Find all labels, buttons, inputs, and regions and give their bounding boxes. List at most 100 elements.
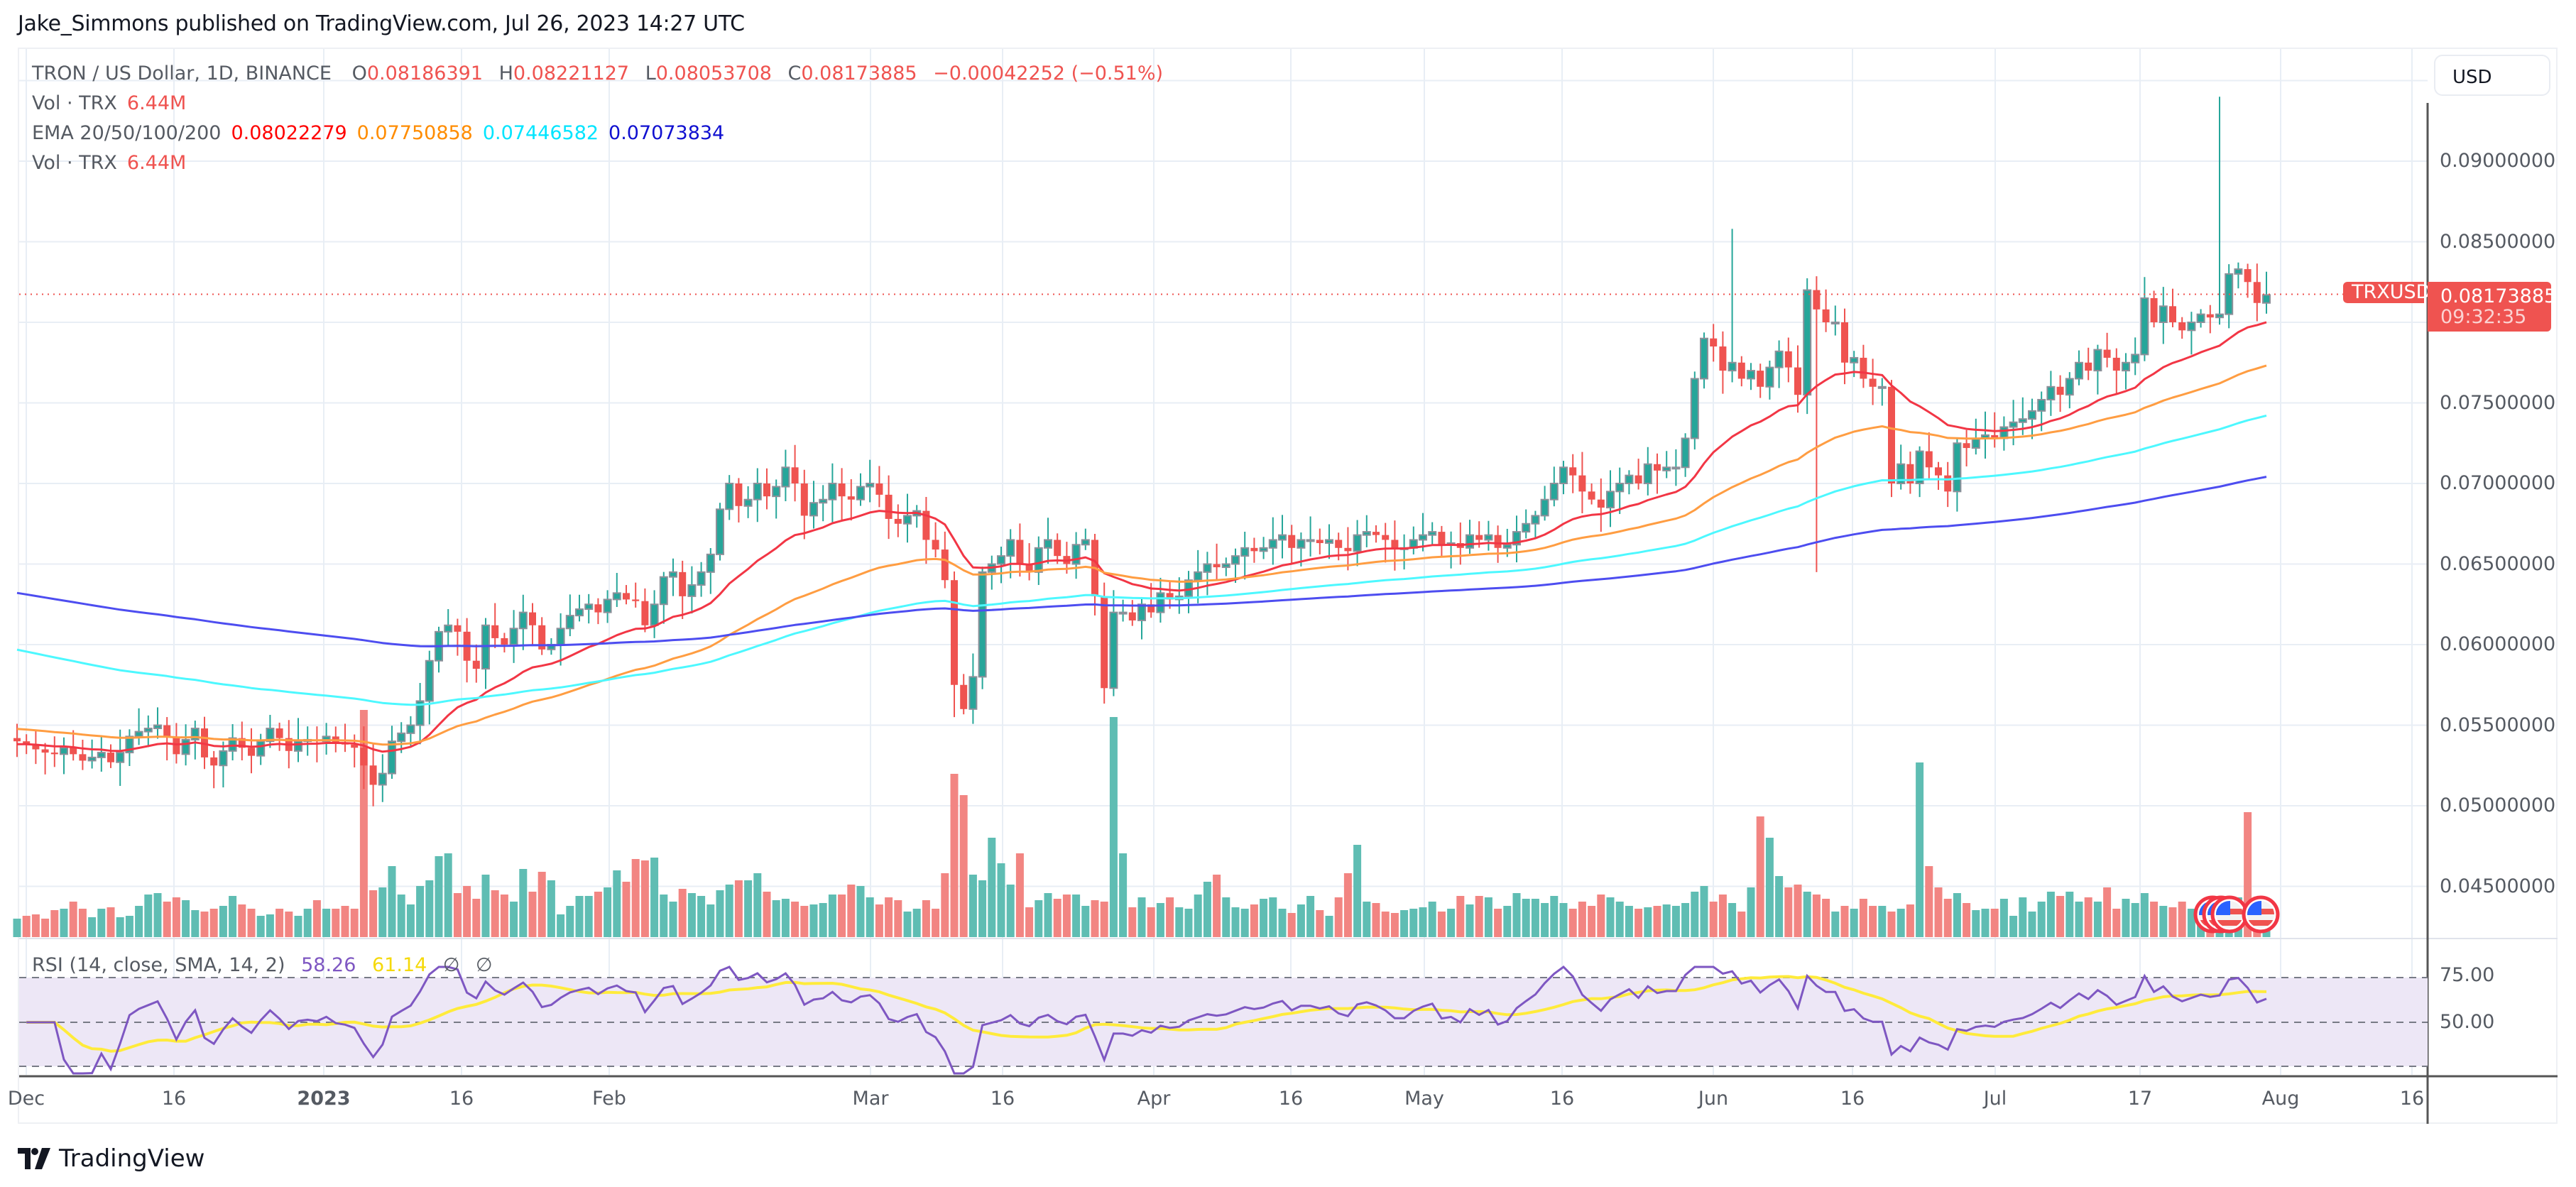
- volume-bar: [359, 710, 368, 937]
- volume-bar: [153, 893, 162, 937]
- volume-bar: [1953, 893, 1961, 937]
- volume-bar: [912, 909, 921, 937]
- volume-bar: [200, 912, 209, 937]
- volume-bar: [1194, 895, 1202, 937]
- volume-bar: [425, 880, 434, 937]
- volume-bar: [491, 890, 499, 937]
- candle-body: [1700, 337, 1708, 380]
- volume-bar: [1025, 907, 1034, 937]
- candle-body: [1765, 366, 1774, 388]
- candle-body: [2234, 268, 2243, 275]
- time-tick: Aug: [2261, 1088, 2300, 1110]
- candle-body: [1991, 434, 1999, 439]
- candle-body: [1728, 361, 1737, 372]
- candle-body: [2103, 349, 2111, 358]
- symbol-name: TRON / US Dollar, 1D, BINANCE: [32, 62, 332, 84]
- candle-body: [2046, 385, 2056, 400]
- volume-bar: [88, 917, 97, 937]
- volume-bar: [182, 900, 190, 937]
- volume-bar: [613, 870, 621, 937]
- rsi-tick-75: 75.00: [2440, 964, 2495, 986]
- volume-bar: [1718, 895, 1727, 937]
- volume-bar: [350, 909, 359, 937]
- candle-body: [819, 498, 828, 504]
- volume-bar: [1475, 896, 1483, 937]
- candle-body: [1643, 463, 1652, 485]
- candle-body: [509, 628, 518, 645]
- volume-bar: [444, 853, 452, 937]
- volume-bar: [922, 900, 930, 937]
- volume-bar: [997, 863, 1005, 937]
- volume-bar: [1484, 897, 1492, 937]
- volume-bar: [1728, 903, 1737, 937]
- candle-body: [1615, 483, 1625, 493]
- volume-bar: [1784, 887, 1793, 937]
- volume-bar: [950, 774, 959, 937]
- candle-body: [2244, 269, 2252, 283]
- volume-bar: [1353, 845, 1362, 937]
- candle-body: [1278, 534, 1287, 541]
- volume-bar: [828, 895, 836, 937]
- candle-body: [885, 494, 893, 519]
- candle-body: [1803, 289, 1812, 396]
- volume-bar: [1794, 885, 1802, 937]
- candle-body: [1531, 515, 1540, 525]
- candle-body: [529, 612, 536, 625]
- volume-bar: [60, 909, 68, 937]
- volume-bar: [838, 895, 846, 937]
- price-tick: 0.07500000: [2440, 391, 2556, 414]
- volume-bar: [312, 900, 321, 937]
- chart-frame: [18, 48, 2558, 1124]
- volume-bar: [1550, 896, 1559, 937]
- volume-bar: [191, 910, 200, 937]
- volume-bar: [1428, 902, 1436, 937]
- volume-bar: [819, 903, 827, 937]
- volume-bar: [1803, 892, 1811, 937]
- price-tick: 0.06500000: [2440, 552, 2556, 575]
- volume-bar: [781, 899, 790, 937]
- volume-bar: [1756, 816, 1764, 937]
- candle-body: [1316, 540, 1324, 543]
- candle-body: [1869, 378, 1877, 387]
- candle-body: [1830, 322, 1840, 324]
- tradingview-logo[interactable]: TradingView: [18, 1144, 204, 1173]
- candle-body: [1325, 539, 1333, 544]
- volume-bar: [1531, 899, 1539, 937]
- volume-bar: [1812, 895, 1821, 937]
- volume-bar: [847, 885, 856, 937]
- candle-body: [1353, 534, 1362, 552]
- candle-body: [32, 744, 40, 750]
- volume-bar: [1409, 909, 1418, 937]
- candle-body: [2018, 418, 2027, 423]
- volume-bar: [1325, 916, 1333, 937]
- volume-bar: [2131, 903, 2139, 937]
- volume-bar: [510, 902, 518, 937]
- candle-body: [650, 603, 659, 626]
- volume-bar: [2046, 892, 2055, 937]
- candle-body: [1128, 612, 1136, 620]
- time-tick: May: [1404, 1088, 1444, 1110]
- volume-bar: [1869, 906, 1877, 937]
- ema-legend: EMA 20/50/100/200 0.08022279 0.07750858 0.0…: [32, 122, 724, 144]
- volume-bar: [1850, 909, 1858, 937]
- volume-bar: [1972, 910, 1980, 937]
- volume-bar: [41, 919, 50, 937]
- candle-body: [1757, 371, 1764, 387]
- volume-bar: [1831, 912, 1840, 937]
- us-event-flag-icon[interactable]: [2242, 895, 2280, 934]
- volume-bar: [1878, 906, 1887, 937]
- candle-body: [1841, 322, 1848, 363]
- candle-body: [2028, 410, 2036, 420]
- volume-bar: [275, 909, 284, 937]
- candle-body: [1137, 603, 1146, 621]
- price-tick: 0.05500000: [2440, 713, 2556, 736]
- currency-button[interactable]: USD: [2434, 55, 2550, 96]
- candle-body: [2169, 306, 2176, 322]
- us-event-flag-icon[interactable]: [2210, 895, 2249, 934]
- candle-body: [2131, 354, 2140, 363]
- volume-bar: [866, 897, 874, 937]
- candle-body: [932, 540, 939, 550]
- volume-bar: [706, 904, 715, 937]
- ema200-value: 0.07073834: [608, 122, 725, 144]
